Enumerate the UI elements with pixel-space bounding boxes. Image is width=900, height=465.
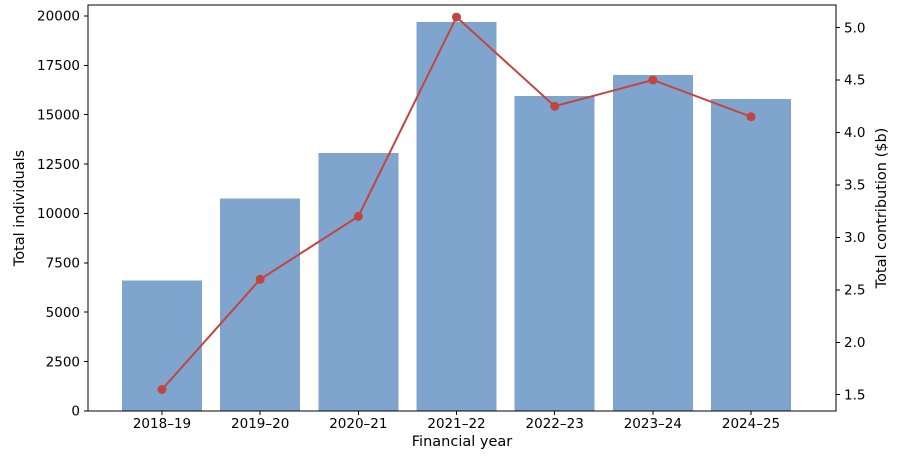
- y-tick-label-left: 17500: [37, 58, 80, 74]
- bar: [612, 75, 693, 411]
- y-tick-label-right: 4.5: [844, 73, 865, 89]
- x-tick-label: 2023–24: [624, 416, 682, 432]
- y-tick-label-right: 2.0: [844, 335, 865, 351]
- line-marker: [353, 211, 363, 221]
- y-tick-label-left: 0: [71, 404, 80, 420]
- x-tick-label: 2021–22: [427, 416, 485, 432]
- line-marker: [452, 12, 461, 22]
- line-marker: [648, 75, 658, 85]
- bar: [318, 153, 399, 411]
- y-tick-label-left: 15000: [37, 107, 80, 123]
- y-axis-label-right: Total contribution ($b): [874, 128, 890, 290]
- line-marker: [550, 101, 560, 111]
- bar: [416, 21, 497, 412]
- x-axis-label: Financial year: [412, 434, 512, 450]
- line-marker: [746, 112, 756, 122]
- y-tick-label-right: 3.5: [844, 178, 865, 194]
- y-tick-label-left: 20000: [37, 9, 80, 25]
- y-tick-label-right: 1.5: [844, 387, 865, 403]
- y-tick-label-left: 12500: [37, 157, 80, 173]
- x-tick-label: 2024–25: [722, 416, 780, 432]
- y-axis-label-left: Total individuals: [12, 150, 28, 267]
- bar: [711, 98, 791, 412]
- x-tick-label: 2020–21: [329, 416, 387, 432]
- y-tick-label-left: 7500: [46, 256, 80, 272]
- y-tick-label-right: 4.0: [844, 125, 865, 141]
- y-tick-label-right: 2.5: [844, 283, 865, 299]
- y-tick-label-right: 3.0: [844, 230, 865, 246]
- x-tick-label: 2018–19: [133, 416, 191, 432]
- line-marker: [255, 274, 265, 284]
- x-tick-label: 2019–20: [231, 416, 289, 432]
- y-tick-label-left: 10000: [37, 206, 80, 222]
- y-tick-label-left: 2500: [46, 354, 80, 370]
- line-marker: [157, 385, 167, 394]
- bar: [514, 95, 595, 412]
- plot-border: [87, 4, 837, 412]
- y-tick-label-right: 5.0: [844, 20, 865, 36]
- y-tick-label-left: 5000: [46, 305, 80, 321]
- x-tick-label: 2022–23: [526, 416, 584, 432]
- bar: [220, 198, 301, 411]
